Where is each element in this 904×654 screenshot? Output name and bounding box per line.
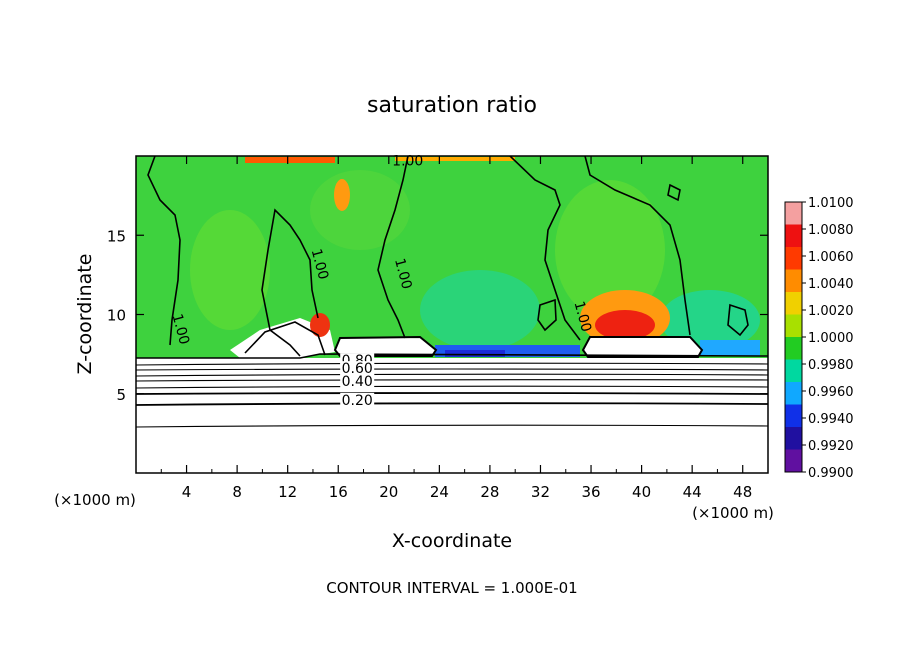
colorbar-label: 0.9920 — [808, 439, 854, 454]
y-tick-label: 10 — [107, 307, 126, 325]
colorbar-swatch — [785, 382, 802, 405]
contour-stack — [136, 362, 768, 428]
x-tick-label: 36 — [581, 483, 600, 501]
field-patch — [190, 210, 270, 330]
colorbar-label: 1.0100 — [808, 196, 854, 211]
field-top-streak — [245, 157, 335, 163]
contour-label-bg — [340, 392, 375, 408]
x-axis: 4 8 12 16 20 24 28 32 36 40 44 48 — [160, 156, 752, 501]
heatmap-field — [136, 156, 768, 473]
x-tick-label: 4 — [182, 483, 192, 501]
x-tick-label: 48 — [733, 483, 752, 501]
field-cyan — [420, 270, 540, 350]
contour-label: 1.00 — [392, 154, 423, 170]
colorbar: 1.0100 1.0080 1.0060 1.0040 1.0020 1.0000 0.99… — [784, 196, 854, 481]
colorbar-label: 0.9980 — [808, 358, 854, 373]
contour-label: 1.00 — [308, 247, 332, 281]
colorbar-label: 0.9900 — [808, 466, 854, 481]
x-unit-label-left: (×1000 m) — [54, 491, 136, 509]
contour-interval-note: CONTOUR INTERVAL = 1.000E-01 — [326, 579, 577, 597]
x-tick-label: 8 — [232, 483, 242, 501]
field-lower-white — [136, 358, 768, 473]
x-tick-label: 12 — [278, 483, 297, 501]
x-axis-label: X-coordinate — [392, 530, 512, 552]
colorbar-swatch — [785, 292, 802, 315]
x-tick-label: 32 — [531, 483, 550, 501]
colorbar-label: 1.0000 — [808, 331, 854, 346]
contour-label: 0.20 — [342, 393, 373, 409]
contour-labels: 1.001.001.001.001.000.800.600.400.20 — [169, 154, 595, 409]
cloud-white-left — [230, 318, 335, 358]
colorbar-swatch — [785, 247, 802, 270]
field-orange-small — [334, 179, 350, 211]
x-tick-label: 40 — [632, 483, 651, 501]
y-axis-label: Z-coordinate — [74, 254, 96, 375]
x-tick-label: 20 — [379, 483, 398, 501]
colorbar-label: 0.9940 — [808, 412, 854, 427]
contour-lowfloor — [136, 353, 768, 359]
x-tick-label: 44 — [683, 483, 702, 501]
contour-1.00-b — [377, 156, 409, 339]
contour-1.00-small — [667, 183, 681, 202]
field-top-streak2 — [395, 157, 515, 161]
colorbar-swatch — [785, 359, 802, 382]
contour-label: 0.40 — [342, 374, 373, 390]
contour-label: 1.00 — [391, 257, 415, 291]
contour-1.00-top — [584, 156, 691, 336]
contour-1.00-a — [261, 208, 319, 357]
colorbar-label: 1.0020 — [808, 304, 854, 319]
contour-1.00-mid — [537, 298, 557, 332]
colorbar-label: 1.0060 — [808, 250, 854, 265]
contour-1.00-left — [147, 156, 181, 346]
colorbar-swatch — [785, 269, 802, 292]
colorbar-swatch — [785, 314, 802, 337]
contour-lines — [136, 156, 768, 359]
cloud-red-left — [310, 313, 330, 337]
contour-label-bg — [340, 361, 375, 377]
chart-title: saturation ratio — [367, 93, 537, 118]
y-axis: 5 10 15 — [107, 227, 768, 404]
colorbar-swatch — [785, 427, 802, 450]
colorbar-swatch — [785, 449, 802, 472]
contour-label: 0.60 — [342, 361, 373, 377]
cloud-bar-2 — [581, 336, 704, 358]
field-blue-right — [700, 340, 760, 356]
contour-label: 1.00 — [571, 300, 595, 334]
contour-cloud-left — [244, 321, 326, 356]
field-red — [595, 310, 655, 340]
x-tick-label: 16 — [329, 483, 348, 501]
colorbar-label: 1.0080 — [808, 223, 854, 238]
contour-1.00-right — [727, 303, 749, 337]
y-tick-label: 15 — [107, 227, 126, 245]
colorbar-swatch — [785, 337, 802, 360]
field-blue-dark — [445, 350, 505, 357]
x-unit-label-right: (×1000 m) — [692, 504, 774, 522]
contour-label-bg — [340, 373, 375, 389]
contour-label: 1.00 — [169, 312, 193, 346]
x-tick-label: 24 — [430, 483, 449, 501]
colorbar-swatch — [785, 224, 802, 247]
cloud-bar-1 — [333, 335, 438, 357]
colorbar-swatch — [785, 202, 802, 225]
contour-1.00-c — [509, 156, 581, 341]
field-patch — [555, 180, 665, 320]
colorbar-label: 0.9960 — [808, 385, 854, 400]
colorbar-swatch — [785, 404, 802, 427]
colorbar-label: 1.0040 — [808, 277, 854, 292]
x-tick-label: 28 — [480, 483, 499, 501]
y-tick-label: 5 — [116, 386, 126, 404]
